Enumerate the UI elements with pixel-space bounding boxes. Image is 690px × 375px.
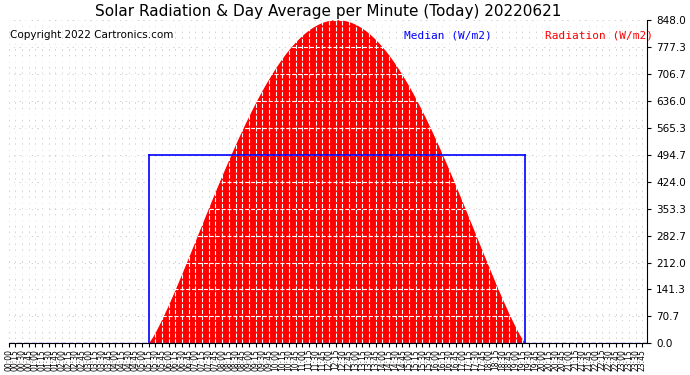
Text: Copyright 2022 Cartronics.com: Copyright 2022 Cartronics.com [10,30,173,40]
Text: Median (W/m2): Median (W/m2) [404,30,492,40]
Title: Solar Radiation & Day Average per Minute (Today) 20220621: Solar Radiation & Day Average per Minute… [95,4,561,19]
Text: Radiation (W/m2): Radiation (W/m2) [545,30,653,40]
